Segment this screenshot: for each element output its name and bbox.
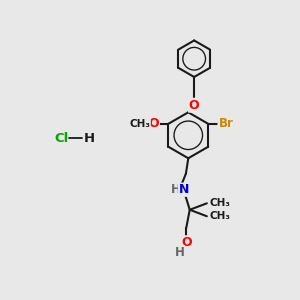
Text: N: N [178, 183, 189, 196]
Text: Cl: Cl [55, 132, 69, 145]
Text: O: O [148, 117, 159, 130]
Text: CH₃: CH₃ [209, 211, 230, 221]
Text: CH₃: CH₃ [129, 119, 150, 129]
Text: CH₃: CH₃ [209, 198, 230, 208]
Text: O: O [189, 99, 200, 112]
Text: Br: Br [218, 117, 233, 130]
Text: H: H [171, 183, 181, 196]
Text: O: O [181, 236, 191, 249]
Text: H: H [175, 246, 185, 259]
Text: H: H [83, 132, 94, 145]
